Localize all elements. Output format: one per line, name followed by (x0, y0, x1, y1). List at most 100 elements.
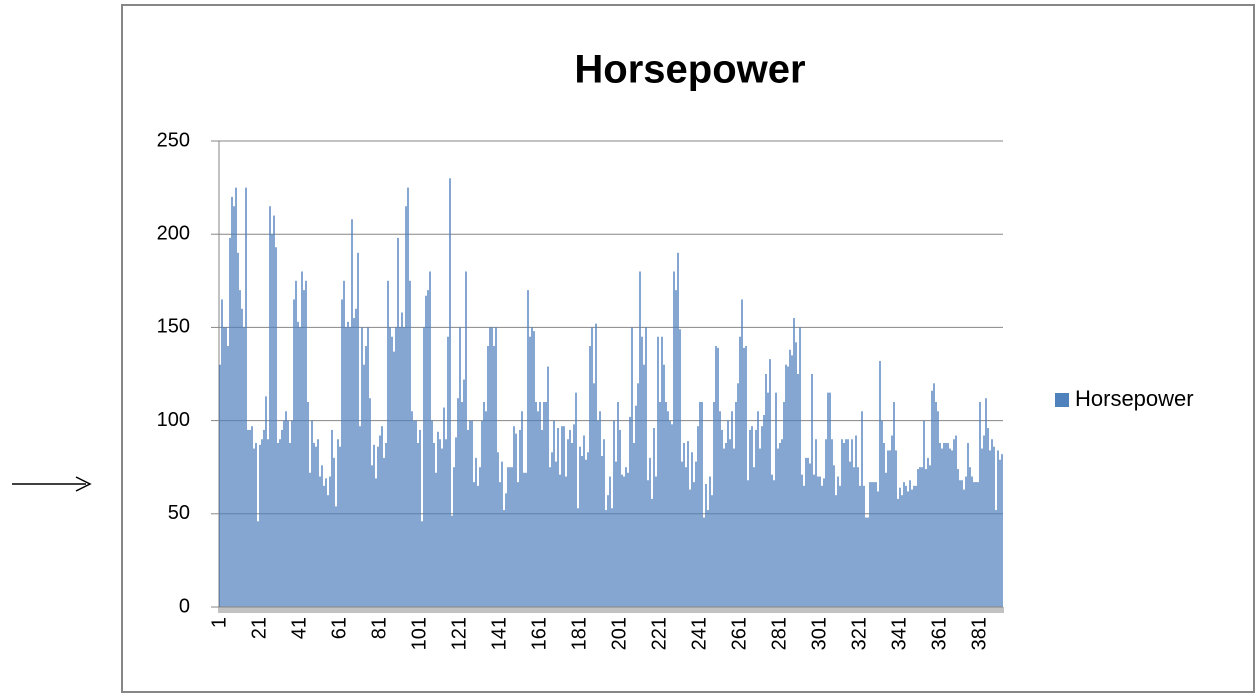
bar (595, 323, 597, 607)
bar (285, 411, 287, 607)
bar (823, 478, 825, 607)
bar (643, 364, 645, 607)
bar (975, 482, 977, 607)
bar (563, 426, 565, 607)
bar (747, 480, 749, 607)
bar (247, 429, 249, 607)
bar (781, 439, 783, 607)
bar (593, 383, 595, 607)
bar (953, 439, 955, 607)
bar (265, 396, 267, 607)
bar (635, 405, 637, 607)
bar (743, 347, 745, 607)
bar (639, 271, 641, 607)
bar (1001, 454, 1003, 607)
y-tick-label: 250 (157, 129, 190, 151)
bar (881, 420, 883, 607)
bar (479, 467, 481, 607)
bar (709, 476, 711, 607)
bar (799, 327, 801, 607)
bar (551, 452, 553, 607)
legend-swatch (1055, 393, 1069, 407)
bar (277, 442, 279, 607)
bar (867, 517, 869, 607)
bar (763, 415, 765, 607)
bar (607, 495, 609, 607)
bar (707, 510, 709, 607)
bar (531, 327, 533, 607)
bar (785, 364, 787, 607)
bar (557, 428, 559, 607)
bar (245, 187, 247, 607)
bar (349, 327, 351, 607)
bar (533, 331, 535, 607)
bar (253, 448, 255, 607)
bar (899, 487, 901, 607)
bar (909, 480, 911, 607)
bar (841, 439, 843, 607)
bar (999, 459, 1001, 607)
bar (793, 318, 795, 607)
bar (555, 461, 557, 607)
bar (879, 360, 881, 607)
bar (321, 465, 323, 607)
bar (299, 327, 301, 607)
bar (471, 420, 473, 607)
bar (431, 420, 433, 607)
bar (931, 390, 933, 607)
bar (455, 437, 457, 607)
bar (241, 308, 243, 607)
bar (749, 429, 751, 607)
bar (833, 465, 835, 607)
bar (577, 508, 579, 607)
bar (363, 364, 365, 607)
bar (357, 252, 359, 607)
bar (295, 280, 297, 607)
bar (649, 457, 651, 607)
bar (351, 219, 353, 607)
bar (501, 461, 503, 607)
bar (795, 342, 797, 607)
bar (873, 482, 875, 607)
bar (597, 420, 599, 607)
bar (437, 431, 439, 607)
bar (861, 411, 863, 607)
bar (425, 295, 427, 607)
bar (421, 521, 423, 607)
bar (915, 485, 917, 607)
bar (457, 398, 459, 607)
bar (311, 420, 313, 607)
bar (413, 420, 415, 607)
bar (711, 495, 713, 607)
bar (279, 439, 281, 607)
bar (393, 351, 395, 607)
y-tick-label: 50 (168, 502, 190, 524)
bar (819, 476, 821, 607)
bar (723, 448, 725, 607)
bar (473, 482, 475, 607)
bar (307, 401, 309, 607)
bar (379, 435, 381, 607)
bar (845, 439, 847, 607)
bar (765, 374, 767, 607)
bar (739, 336, 741, 607)
bar (887, 450, 889, 607)
bar (903, 482, 905, 607)
bar (267, 439, 269, 607)
bar (907, 491, 909, 607)
bar (543, 401, 545, 607)
bar (377, 446, 379, 607)
bar (231, 196, 233, 608)
bar (849, 461, 851, 607)
x-tick-label: 321 (848, 617, 870, 650)
bar (511, 467, 513, 607)
bar (405, 206, 407, 608)
bar (883, 442, 885, 607)
bar (811, 374, 813, 607)
bar (223, 327, 225, 607)
bar (601, 456, 603, 607)
bar (419, 429, 421, 607)
bar (865, 517, 867, 607)
bar (323, 485, 325, 607)
bar (259, 444, 261, 607)
